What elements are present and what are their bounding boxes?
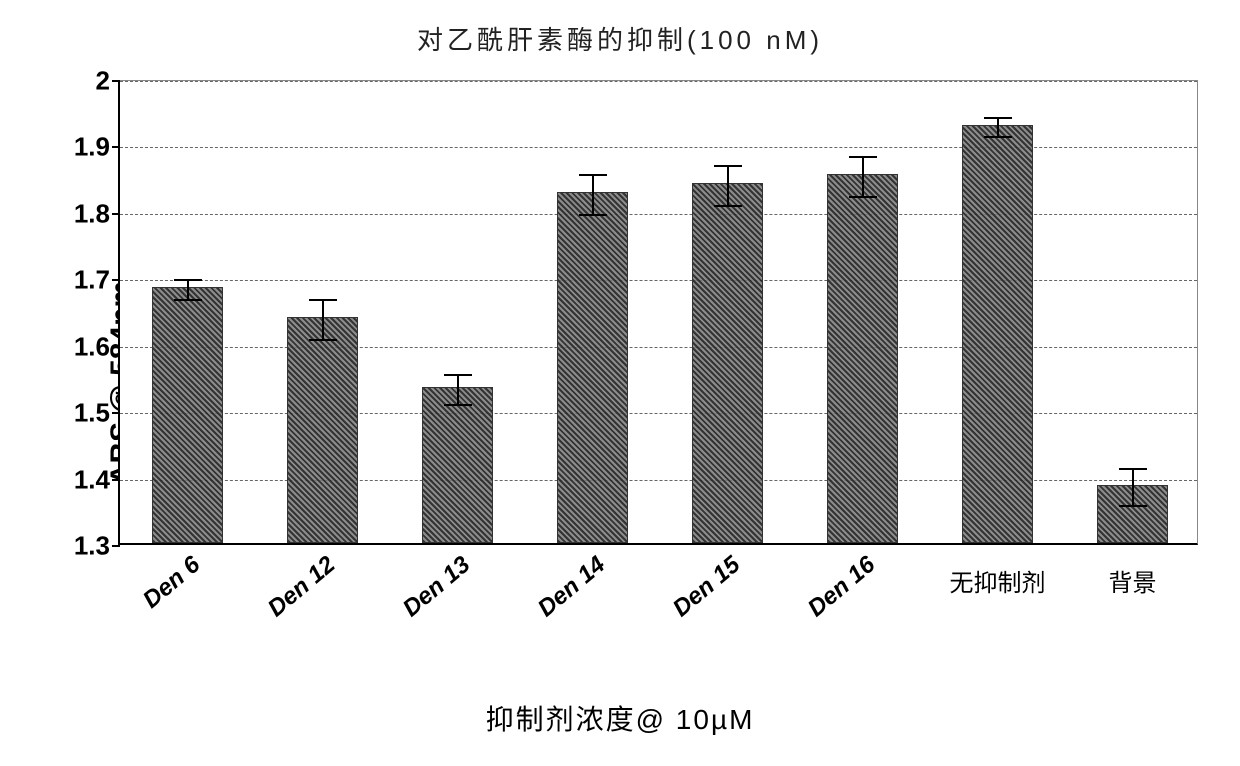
bar <box>152 287 222 543</box>
ytick-mark <box>112 479 120 481</box>
error-bar <box>727 166 729 206</box>
xtick-label: Den 13 <box>397 551 475 623</box>
xtick-label: 背景 <box>1109 563 1157 598</box>
gridline <box>120 214 1197 215</box>
error-cap <box>849 196 877 198</box>
bar <box>692 183 762 543</box>
error-bar <box>322 300 324 340</box>
xtick-label: Den 15 <box>667 551 745 623</box>
ytick-label: 2 <box>96 66 110 97</box>
xtick-label: Den 12 <box>262 551 340 623</box>
error-bar <box>592 175 594 215</box>
ytick-label: 1.7 <box>74 265 110 296</box>
error-cap <box>444 404 472 406</box>
ytick-label: 1.5 <box>74 398 110 429</box>
gridline <box>120 413 1197 414</box>
ytick-mark <box>112 412 120 414</box>
ytick-label: 1.8 <box>74 198 110 229</box>
bar <box>962 125 1032 544</box>
ytick-label: 1.9 <box>74 132 110 163</box>
error-cap <box>579 214 607 216</box>
ytick-mark <box>112 545 120 547</box>
x-axis-label: 抑制剂浓度@ 10µM <box>0 698 1240 738</box>
error-cap <box>309 339 337 341</box>
error-bar <box>862 157 864 197</box>
error-cap <box>579 174 607 176</box>
error-cap <box>849 156 877 158</box>
error-cap <box>1119 505 1147 507</box>
error-cap <box>309 299 337 301</box>
error-bar <box>457 375 459 404</box>
chart-page: 对乙酰肝素酶的抑制(100 nM) ABS @ 584nm 1.31.41.51… <box>0 0 1240 766</box>
ytick-mark <box>112 80 120 82</box>
error-bar <box>187 280 189 300</box>
plot-area: 1.31.41.51.61.71.81.92Den 6Den 12Den 13D… <box>118 80 1198 545</box>
gridline <box>120 480 1197 481</box>
ytick-label: 1.6 <box>74 331 110 362</box>
gridline <box>120 280 1197 281</box>
error-cap <box>714 165 742 167</box>
error-cap <box>984 117 1012 119</box>
error-cap <box>174 299 202 301</box>
xtick-label: Den 6 <box>137 551 205 614</box>
ytick-label: 1.4 <box>74 464 110 495</box>
ytick-label: 1.3 <box>74 531 110 562</box>
ytick-mark <box>112 146 120 148</box>
ytick-mark <box>112 279 120 281</box>
gridline <box>120 81 1197 82</box>
plot-container: 1.31.41.51.61.71.81.92Den 6Den 12Den 13D… <box>118 80 1198 545</box>
xtick-label: Den 16 <box>802 551 880 623</box>
gridline <box>120 147 1197 148</box>
error-cap <box>444 374 472 376</box>
chart-title: 对乙酰肝素酶的抑制(100 nM) <box>0 20 1240 57</box>
error-cap <box>714 205 742 207</box>
xtick-label: Den 14 <box>532 551 610 623</box>
ytick-mark <box>112 213 120 215</box>
error-cap <box>174 279 202 281</box>
error-cap <box>1119 468 1147 470</box>
bar <box>422 387 492 543</box>
error-bar <box>1132 469 1134 506</box>
bar <box>557 192 627 543</box>
ytick-mark <box>112 346 120 348</box>
error-bar <box>997 118 999 138</box>
gridline <box>120 347 1197 348</box>
bar <box>287 317 357 543</box>
error-cap <box>984 136 1012 138</box>
bar <box>827 174 897 543</box>
xtick-label: 无抑制剂 <box>950 563 1046 598</box>
